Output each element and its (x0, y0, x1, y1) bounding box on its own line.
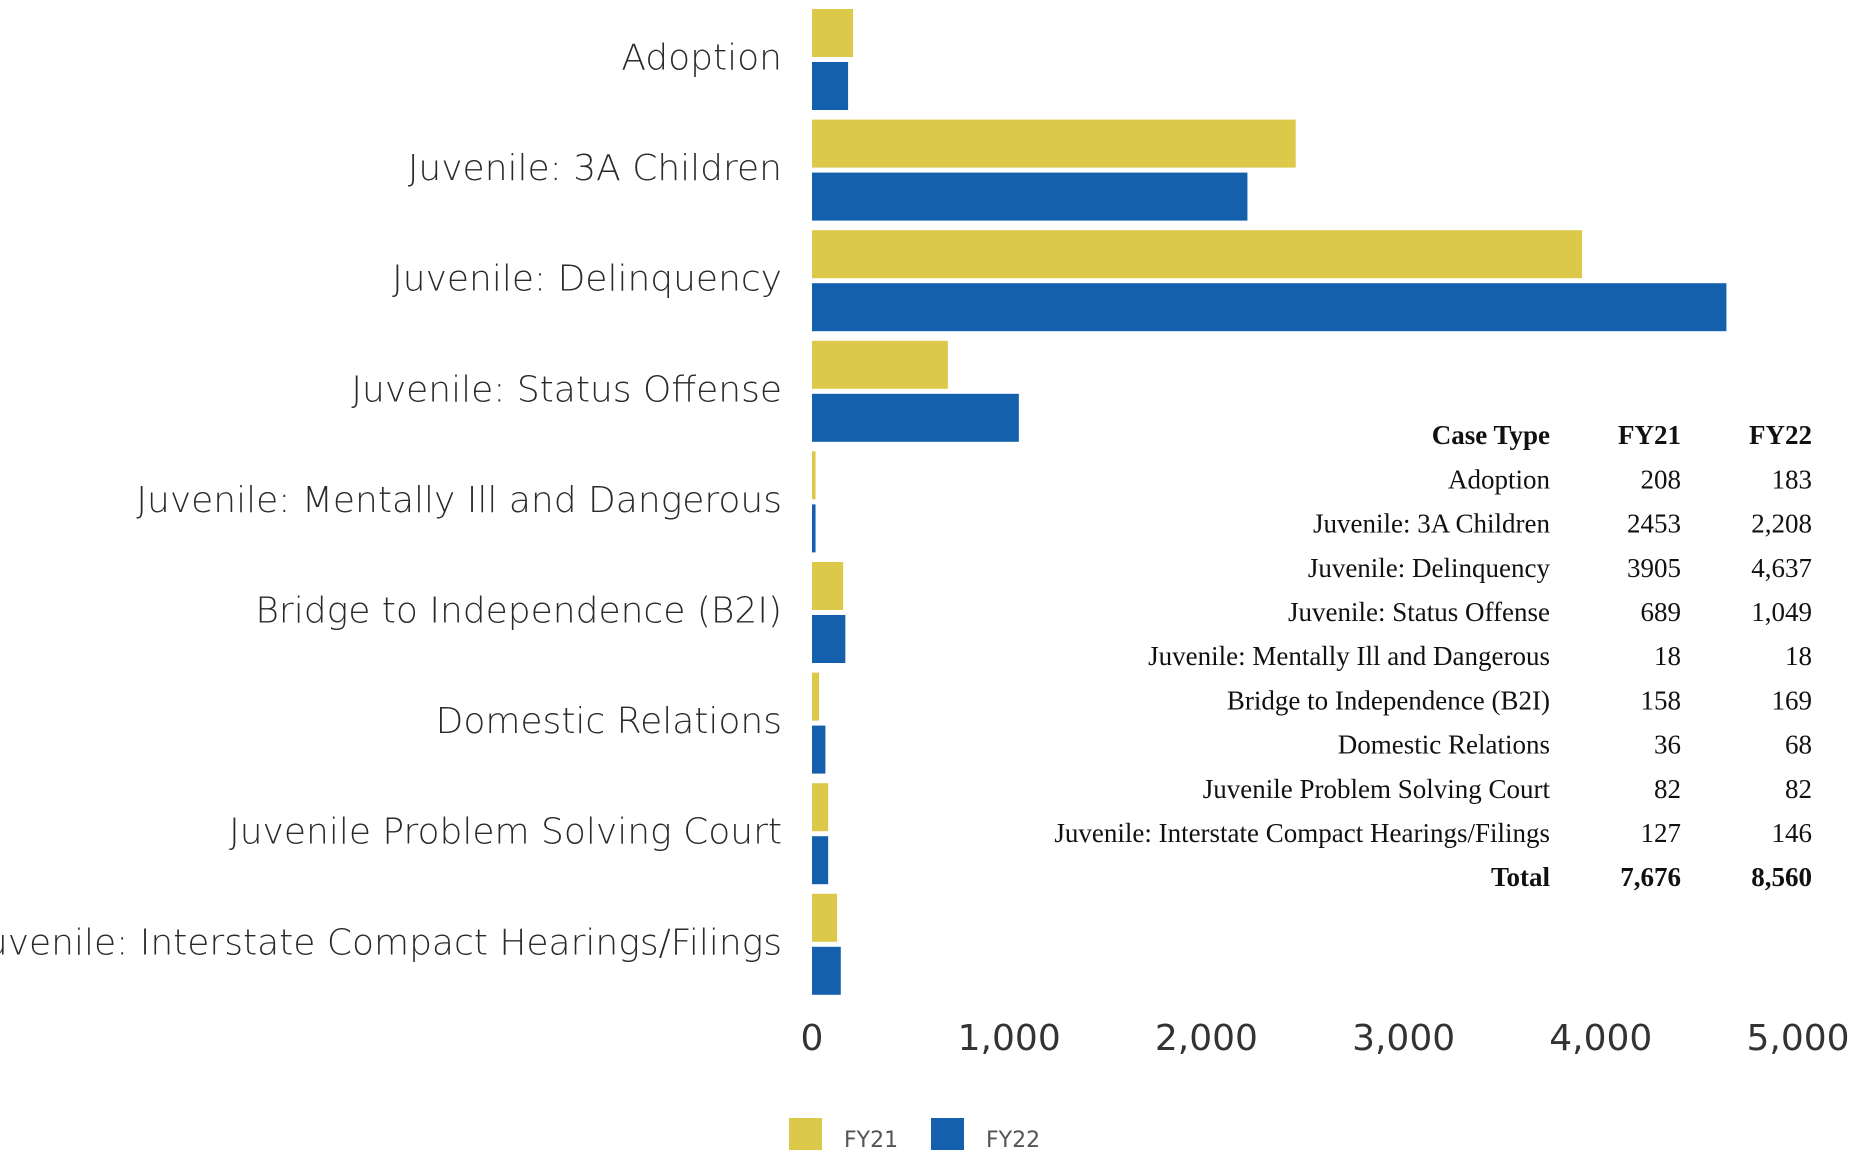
table-cell: 169 (1772, 685, 1813, 715)
bar (812, 783, 829, 832)
bar (812, 672, 820, 721)
table-cell: Juvenile Problem Solving Court (1203, 774, 1551, 804)
x-tick-label: 3,000 (1352, 1018, 1455, 1059)
bar (812, 393, 1019, 442)
table-cell: Adoption (1448, 464, 1551, 494)
legend-label: FY22 (986, 1128, 1040, 1152)
bar (812, 451, 816, 500)
table-cell: 4,637 (1751, 553, 1812, 583)
bar (812, 230, 1583, 279)
category-label: Adoption (621, 38, 782, 79)
legend-swatch (931, 1118, 964, 1150)
category-label: Domestic Relations (436, 701, 782, 742)
table-cell: 127 (1641, 818, 1682, 848)
table-cell: 689 (1641, 597, 1682, 627)
bar (812, 283, 1727, 332)
bar (812, 562, 844, 610)
bar (812, 946, 841, 995)
table-cell: Juvenile: Mentally Ill and Dangerous (1148, 641, 1550, 671)
table-cell: 183 (1772, 464, 1813, 494)
x-tick-label: 0 (801, 1018, 824, 1059)
category-label: Juvenile: Interstate Compact Hearings/Fi… (0, 922, 782, 963)
category-label: Juvenile: Status Offense (351, 369, 782, 410)
bar (812, 119, 1296, 168)
table-cell: 1,049 (1751, 597, 1812, 627)
bar (812, 615, 846, 663)
table-cell: 208 (1641, 464, 1682, 494)
table-cell: 146 (1772, 818, 1813, 848)
table-cell: 68 (1785, 730, 1812, 760)
category-label: Juvenile: Delinquency (392, 259, 782, 300)
bar (812, 9, 854, 57)
bar (812, 172, 1248, 221)
table-cell: Case Type (1432, 420, 1550, 450)
table-cell: Juvenile: Status Offense (1288, 597, 1550, 627)
table-cell: 3905 (1627, 553, 1681, 583)
legend-label: FY21 (844, 1128, 898, 1152)
bar (812, 340, 948, 389)
table-cell: Domestic Relations (1338, 730, 1550, 760)
table-cell: 158 (1641, 685, 1682, 715)
category-label: Juvenile: 3A Children (408, 148, 782, 189)
bar (812, 836, 829, 885)
table-cell: FY22 (1749, 420, 1812, 450)
bar (812, 893, 838, 942)
bar (812, 62, 849, 110)
table-cell: 7,676 (1620, 862, 1681, 892)
x-tick-label: 2,000 (1155, 1018, 1258, 1059)
legend-swatch (789, 1118, 822, 1150)
x-tick-label: 4,000 (1549, 1018, 1652, 1059)
table-cell: Juvenile: Interstate Compact Hearings/Fi… (1054, 818, 1550, 848)
x-tick-label: 5,000 (1746, 1018, 1849, 1059)
table-cell: Juvenile: 3A Children (1313, 509, 1550, 539)
table-cell: 36 (1654, 730, 1681, 760)
bar (812, 725, 826, 774)
table-cell: FY21 (1618, 420, 1681, 450)
table-cell: 18 (1785, 641, 1812, 671)
table-cell: Bridge to Independence (B2I) (1227, 685, 1550, 715)
table-cell: Juvenile: Delinquency (1308, 553, 1551, 583)
category-label: Juvenile: Mentally Ill and Dangerous (136, 480, 782, 521)
category-label: Bridge to Independence (B2I) (255, 591, 782, 632)
x-tick-label: 1,000 (958, 1018, 1061, 1059)
table-cell: 2,208 (1751, 509, 1812, 539)
table-cell: 8,560 (1751, 862, 1812, 892)
bar (812, 504, 816, 553)
table-cell: 82 (1654, 774, 1681, 804)
table-cell: 18 (1654, 641, 1681, 671)
table-cell: 2453 (1627, 509, 1681, 539)
category-label: Juvenile Problem Solving Court (229, 812, 782, 853)
table-cell: 82 (1785, 774, 1812, 804)
table-cell: Total (1491, 862, 1551, 892)
